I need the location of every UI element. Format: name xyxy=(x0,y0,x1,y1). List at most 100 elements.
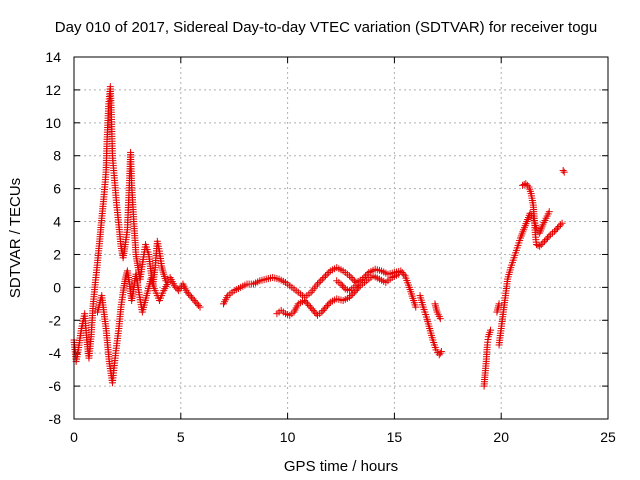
y-tick-label: -6 xyxy=(49,378,62,394)
data-point xyxy=(321,305,329,313)
y-tick-label: 14 xyxy=(45,49,61,65)
data-point xyxy=(551,227,559,235)
data-point xyxy=(349,290,357,298)
x-tick-label: 10 xyxy=(280,429,296,445)
x-tick-labels: 0 5 10 15 20 25 xyxy=(70,429,616,445)
y-tick-label: -4 xyxy=(49,345,62,361)
data-point xyxy=(553,224,561,232)
y-tick-label: 8 xyxy=(53,148,61,164)
data-point xyxy=(187,293,195,301)
data-points xyxy=(70,83,568,390)
plot-frame xyxy=(73,56,609,420)
data-point xyxy=(322,303,330,311)
data-point xyxy=(362,272,370,280)
data-point xyxy=(192,298,200,306)
data-point xyxy=(318,308,326,316)
data-point xyxy=(315,278,323,286)
data-point xyxy=(395,270,403,278)
chart-title: Day 010 of 2017, Sidereal Day-to-day VTE… xyxy=(55,19,597,36)
data-point xyxy=(338,282,346,290)
data-point xyxy=(543,234,551,242)
data-point xyxy=(349,275,357,283)
data-point xyxy=(323,270,331,278)
data-point xyxy=(337,280,345,288)
data-point xyxy=(487,326,495,334)
data-point xyxy=(350,277,358,285)
data-point xyxy=(539,239,547,247)
data-point xyxy=(534,241,542,249)
data-point xyxy=(536,242,544,250)
data-point xyxy=(189,295,197,303)
y-tick-label: 6 xyxy=(53,181,61,197)
data-point xyxy=(346,272,354,280)
data-point xyxy=(323,301,331,309)
y-tick-label: 2 xyxy=(53,246,61,262)
data-point xyxy=(340,283,348,291)
data-point xyxy=(311,308,319,316)
data-point xyxy=(196,303,204,311)
data-point xyxy=(537,241,545,249)
grid-lines xyxy=(74,57,608,419)
y-tick-label: 10 xyxy=(45,115,61,131)
x-tick-label: 5 xyxy=(177,429,185,445)
data-point xyxy=(164,278,172,286)
data-point xyxy=(556,221,564,229)
data-point xyxy=(319,306,327,314)
y-tick-label: -2 xyxy=(49,312,62,328)
data-point xyxy=(304,300,312,308)
data-point xyxy=(183,288,191,296)
data-point xyxy=(306,303,314,311)
x-tick-label: 15 xyxy=(387,429,403,445)
data-point xyxy=(552,226,560,234)
data-point xyxy=(495,300,503,308)
data-point xyxy=(185,290,193,298)
y-tick-label: 4 xyxy=(53,214,61,230)
x-tick-label: 0 xyxy=(70,429,78,445)
data-point xyxy=(545,232,553,240)
x-axis-label: GPS time / hours xyxy=(284,458,398,475)
data-point xyxy=(301,297,309,305)
data-point xyxy=(558,219,566,227)
data-point xyxy=(320,273,328,281)
data-point xyxy=(193,300,201,308)
data-point xyxy=(559,167,567,175)
data-point xyxy=(523,181,531,189)
y-tick-label: -8 xyxy=(49,411,62,427)
x-tick-label: 25 xyxy=(600,429,616,445)
y-tick-label: 12 xyxy=(45,82,61,98)
data-point xyxy=(520,181,528,189)
axis-ticks xyxy=(73,56,609,420)
data-point xyxy=(347,292,355,300)
data-point xyxy=(560,168,568,176)
data-point xyxy=(317,277,325,285)
data-point xyxy=(302,298,310,306)
data-point xyxy=(173,285,181,293)
data-point xyxy=(398,269,406,277)
data-point xyxy=(542,236,550,244)
data-point xyxy=(325,269,333,277)
data-point xyxy=(314,280,322,288)
data-point xyxy=(325,300,333,308)
data-point xyxy=(170,282,178,290)
y-tick-label: 0 xyxy=(53,279,61,295)
data-point xyxy=(308,305,316,313)
data-point xyxy=(346,293,354,301)
data-point xyxy=(186,292,194,300)
data-point xyxy=(555,222,563,230)
data-point xyxy=(190,297,198,305)
x-tick-label: 20 xyxy=(493,429,509,445)
data-point xyxy=(305,301,313,309)
data-point xyxy=(540,237,548,245)
data-point xyxy=(309,306,317,314)
data-point xyxy=(172,283,180,291)
y-tick-labels: -8 -6 -4 -2 0 2 4 6 8 10 12 14 xyxy=(45,49,61,427)
data-point xyxy=(522,180,530,188)
data-point xyxy=(437,348,445,356)
data-point xyxy=(545,208,553,216)
data-point xyxy=(363,270,371,278)
y-axis-label: SDTVAR / TECUs xyxy=(7,178,24,298)
data-point xyxy=(195,301,203,309)
data-point xyxy=(436,315,444,323)
data-point xyxy=(412,303,420,311)
